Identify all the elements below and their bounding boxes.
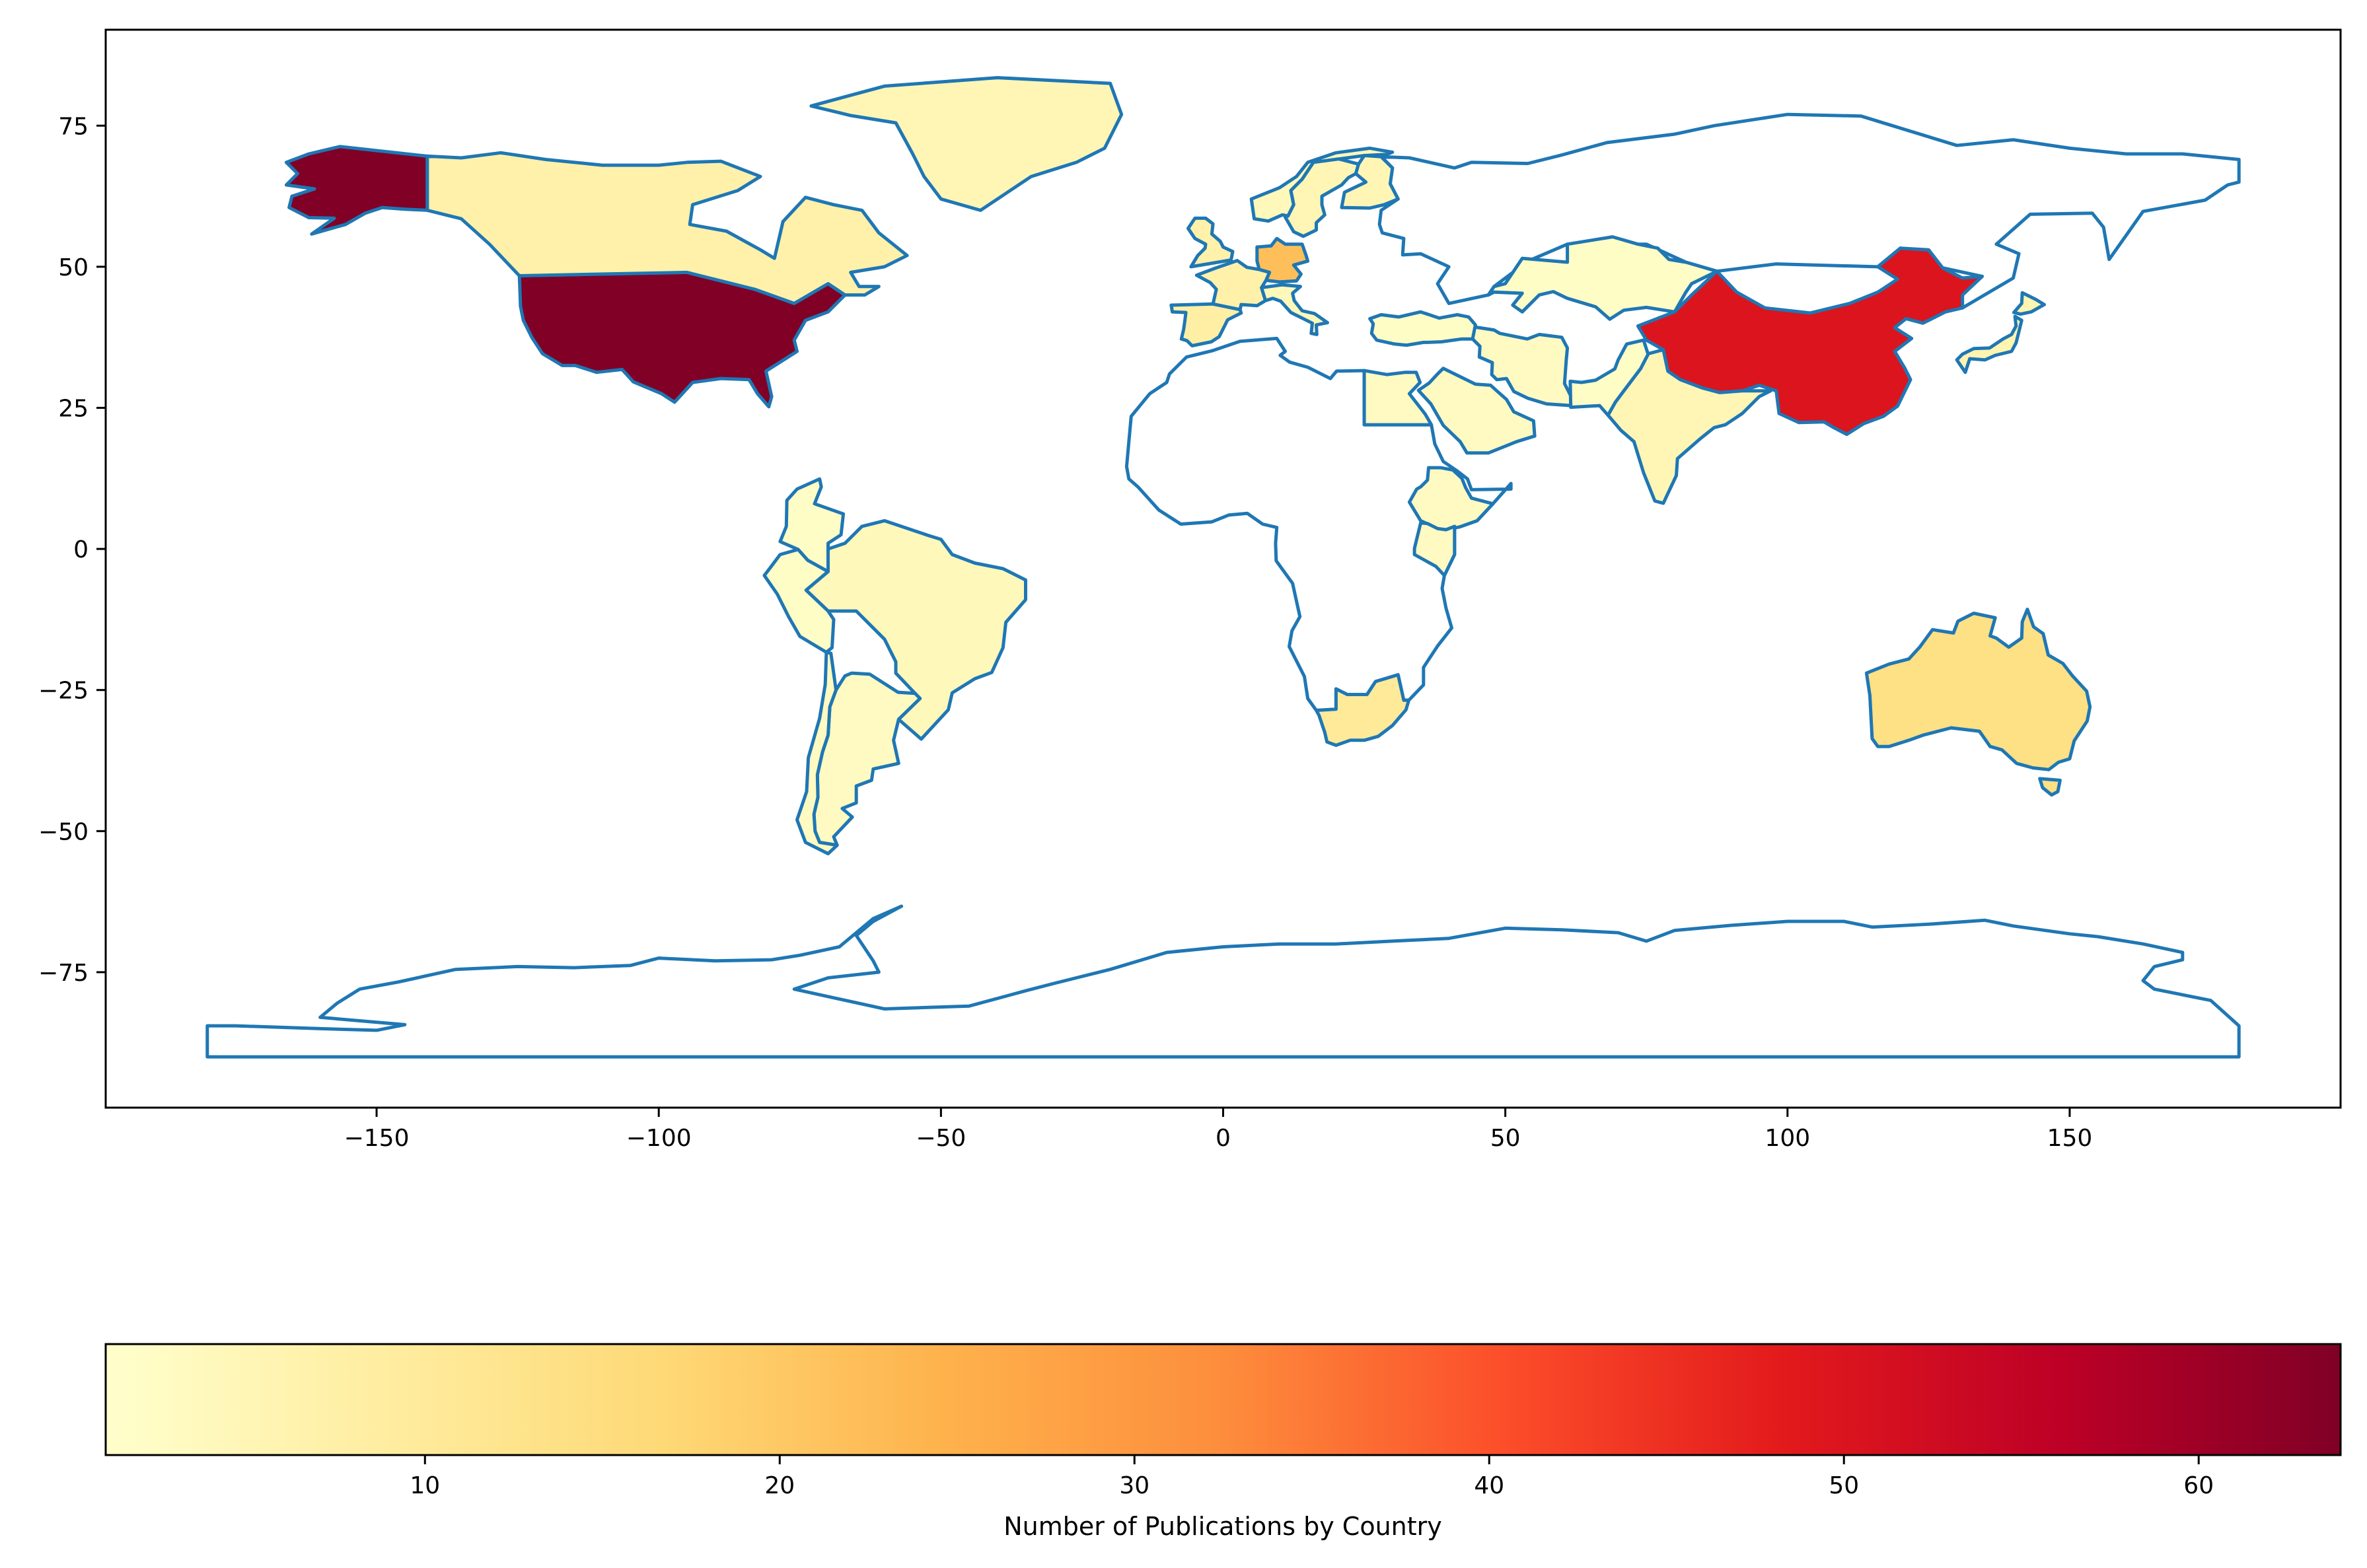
country-colombia [778,477,846,573]
country-egypt [1362,369,1434,427]
y-tick-label: −25 [38,678,89,705]
country-finland [1340,154,1400,210]
colorbar-tick-label: 60 [2183,1472,2214,1499]
country-kazakhstan [1486,235,1719,321]
x-tick-label: −100 [626,1125,692,1152]
colorbar-tick-label: 50 [1829,1472,1859,1499]
colorbar-tick-label: 10 [410,1472,440,1499]
colorbar-tick-label: 40 [1474,1472,1504,1499]
y-tick-label: 75 [58,113,89,140]
country-pakistan [1568,338,1650,417]
x-tick-label: 50 [1490,1125,1521,1152]
x-tick-label: 0 [1216,1125,1231,1152]
country-peru [762,548,836,654]
colorbar-frame [104,1343,2342,1456]
x-tick-label: 150 [2047,1125,2093,1152]
country-saudi-arabia [1416,367,1537,455]
country-canada [425,151,909,305]
country-kenya [1412,521,1457,577]
colorbar-gradient [106,1344,2341,1455]
country-australia [1864,608,2092,797]
map-x-axis: −150 −100 −50 0 50 100 150 [344,1108,2093,1152]
colorbar-axis: 10 20 30 40 50 60 [410,1455,2214,1499]
country-chile [795,651,839,855]
x-tick-label: −50 [916,1125,966,1152]
country-japan [1955,291,2046,374]
colorbar-tick-label: 20 [764,1472,795,1499]
y-tick-label: 50 [58,254,89,281]
country-iran [1469,324,1581,408]
x-tick-label: 100 [1765,1125,1810,1152]
map-y-axis: 75 50 25 0 −25 −50 −75 [38,113,106,987]
country-antarctica [205,904,2241,1059]
country-united-kingdom [1186,216,1235,269]
map-countries [205,76,2241,1059]
country-russia [1377,112,2241,310]
y-tick-label: 25 [58,395,89,422]
country-turkey [1368,310,1477,347]
country-italy [1260,283,1329,336]
country-south-africa [1315,673,1411,747]
y-tick-label: −50 [38,818,89,845]
x-tick-label: −150 [344,1125,410,1152]
y-tick-label: −75 [38,960,89,987]
y-tick-label: 0 [73,536,89,563]
country-sweden [1284,157,1360,238]
country-africa-other [1124,336,1513,712]
colorbar-label: Number of Publications by Country [1003,1512,1442,1541]
country-greenland [809,76,1124,212]
colorbar-tick-label: 30 [1119,1472,1149,1499]
country-spain [1169,302,1243,347]
